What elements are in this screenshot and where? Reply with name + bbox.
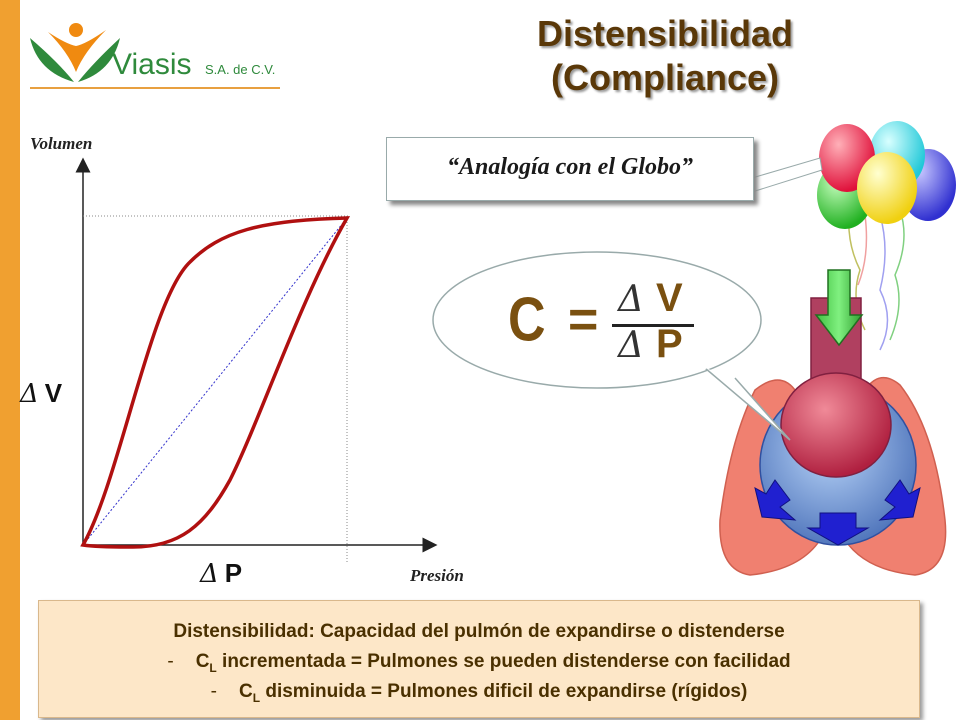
analogy-text: “Analogía con el Globo” [446,154,693,180]
formula-bubble-tail [704,367,791,441]
expansion-arrow-icon [754,479,797,521]
formula-equals: = [568,291,599,349]
definition-item-increased: - CL incrementada = Pulmones se pueden di… [167,651,791,675]
title-line-1: Distensibilidad [536,13,794,54]
logo-leaf-right-icon [78,38,120,82]
formula-lhs: C [508,285,546,355]
expansion-arrow-icon [878,479,921,521]
logo-underline [30,87,280,89]
compliance-diagonal [82,217,348,546]
fraction-bar [612,324,694,327]
down-arrow-icon [814,269,864,347]
logo-suffix: S.A. de C.V. [205,62,276,77]
definition-heading: Distensibilidad: Capacidad del pulmón de… [173,621,785,642]
alveolus-inner-icon [780,372,892,478]
sidebar-strip [0,0,20,720]
lungs-icon [719,269,947,576]
page-title: Distensibilidad (Compliance) [480,12,850,100]
balloons-icon [817,121,956,351]
logo-name: Viasis [112,48,192,81]
analogy-callout: “Analogía con el Globo” [386,137,754,201]
company-logo [30,23,120,82]
expansion-arrow-icon [806,512,870,546]
alveolus-outer-icon [759,384,917,546]
analogy-callout-tail [751,157,823,193]
definition-box: Distensibilidad: Capacidad del pulmón de… [38,600,920,718]
x-axis-label: Presión [410,566,464,585]
logo-body-icon [48,30,106,72]
definition-item-decreased: - CL disminuida = Pulmones dificil de exp… [210,681,748,705]
logo-head-icon [69,23,83,37]
hysteresis-loop [80,216,351,549]
logo-leaf-left-icon [30,38,74,82]
trachea-icon [810,297,862,399]
title-line-2: (Compliance) [550,57,780,98]
y-axis-label: Volumen [30,134,93,153]
